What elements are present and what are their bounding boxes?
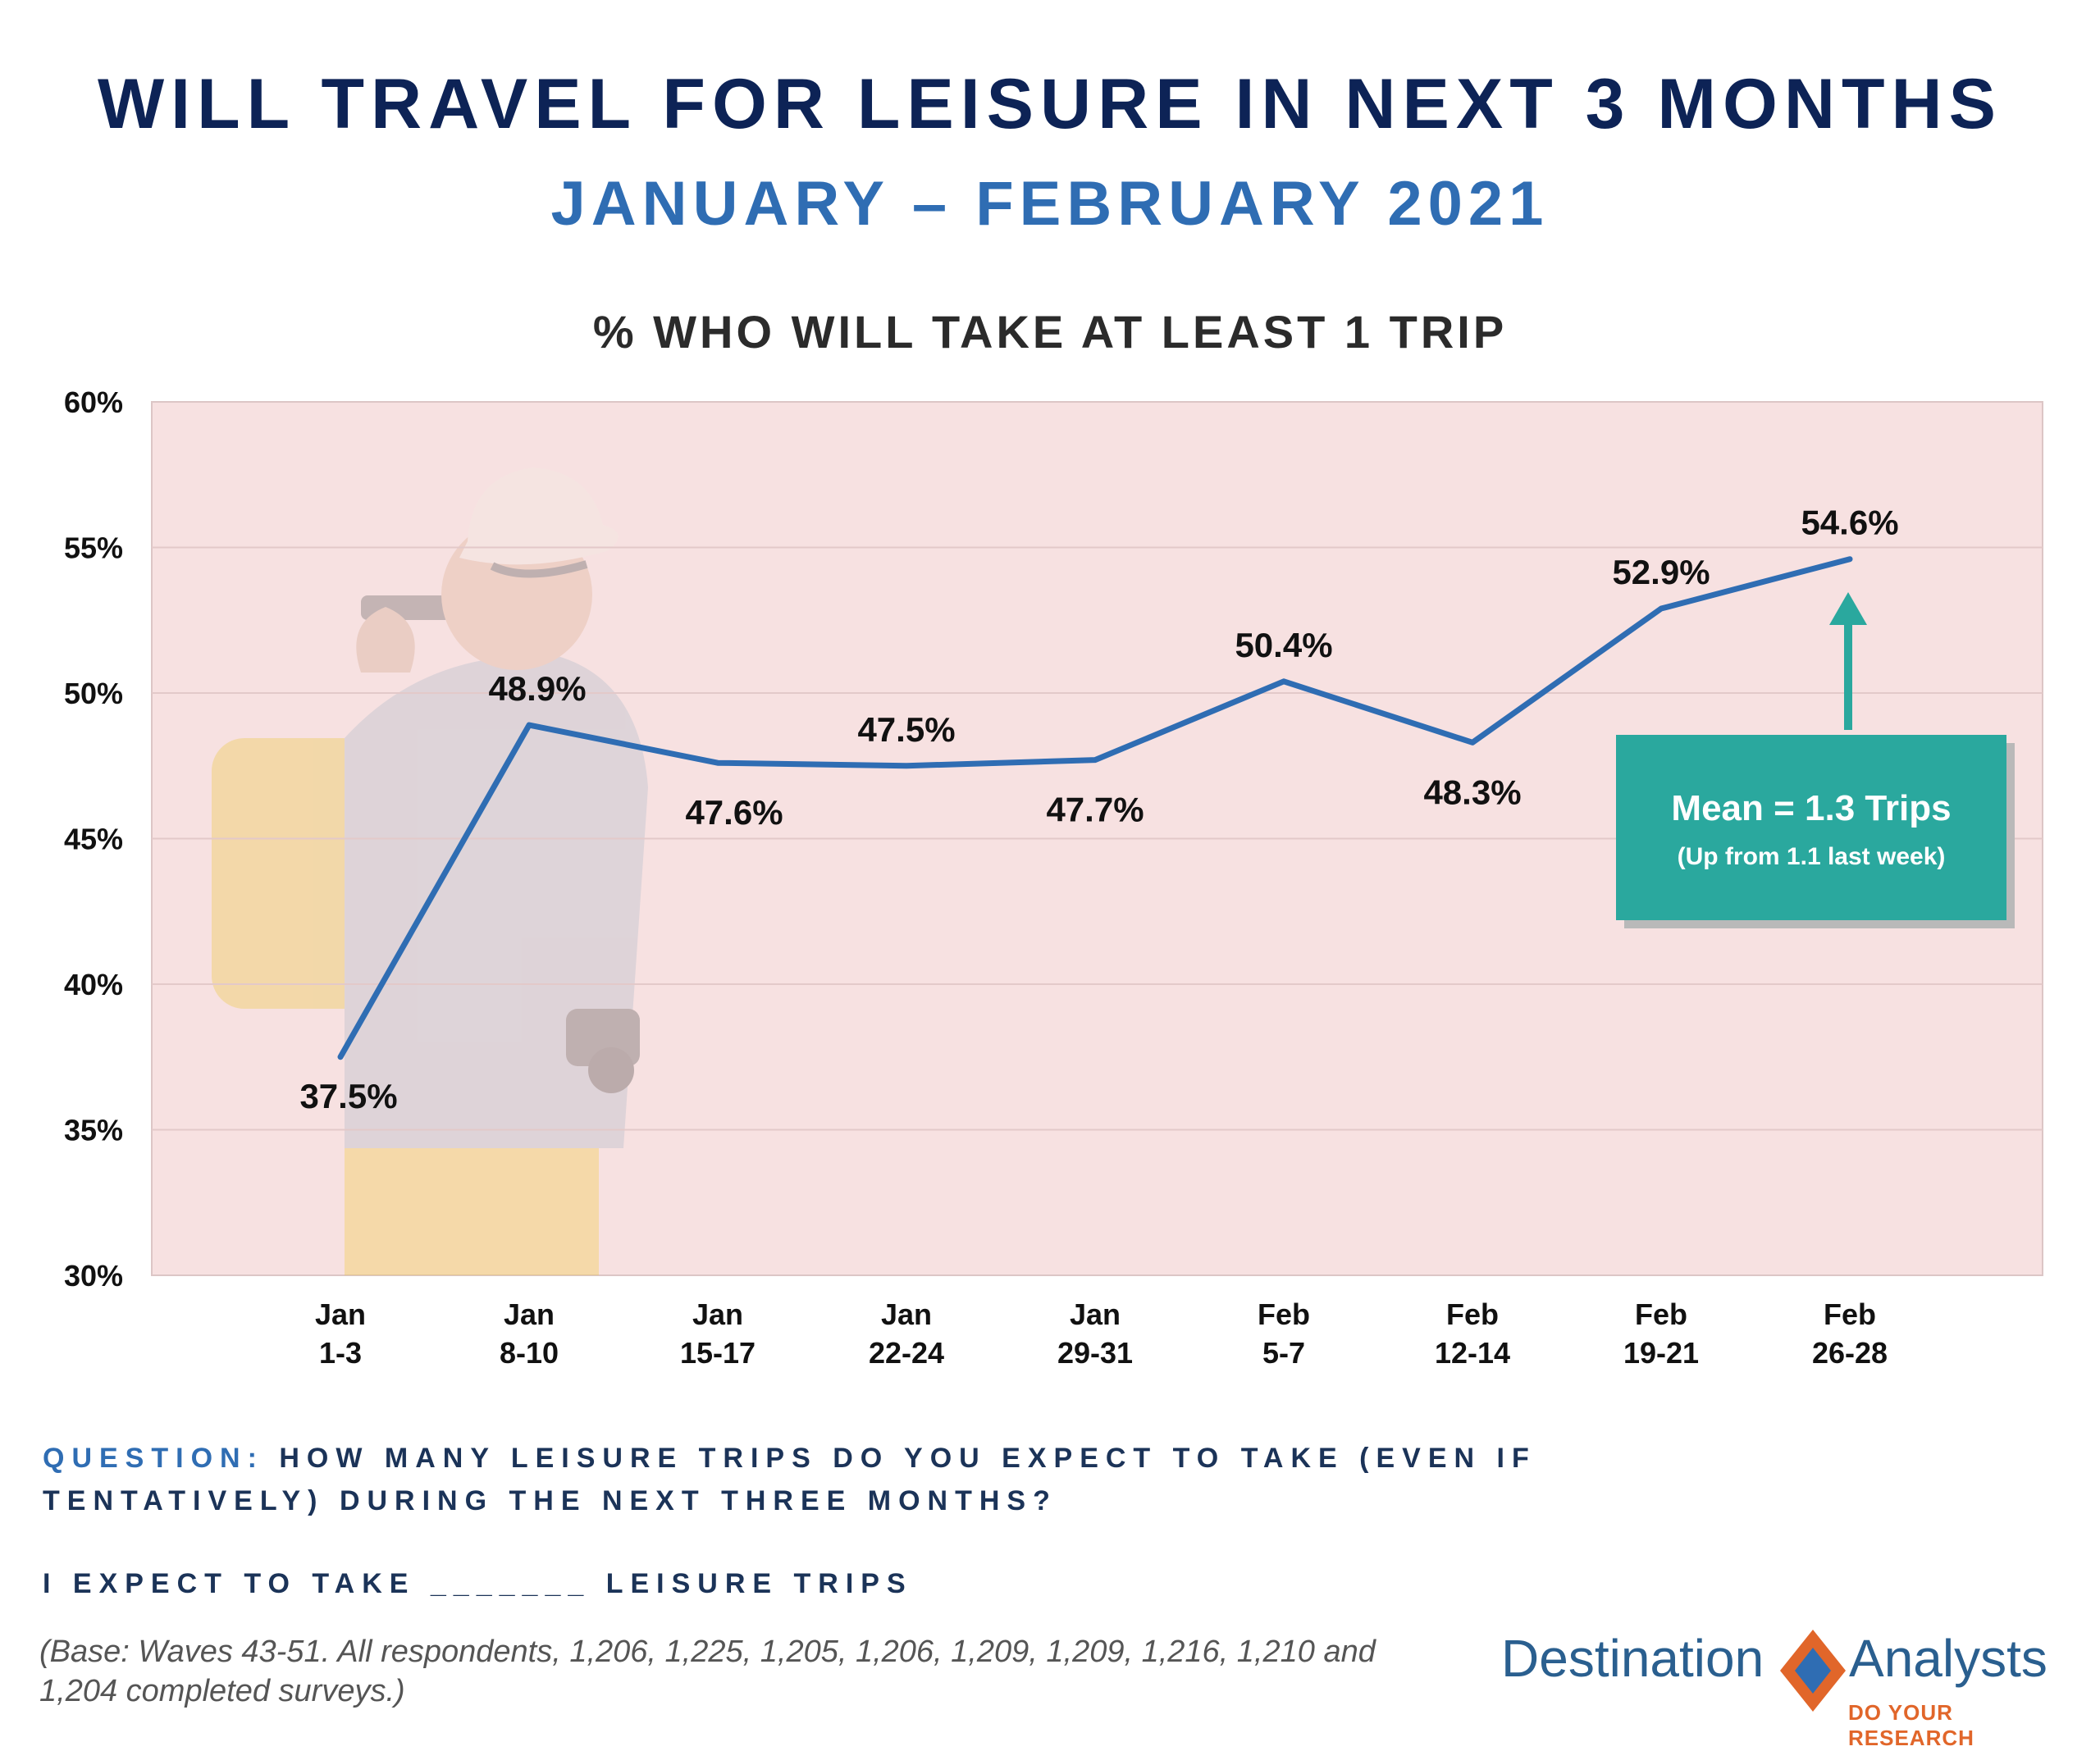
data-label: 52.9%: [1612, 553, 1710, 591]
logo-word-analysts: Analysts: [1849, 1629, 2048, 1688]
x-axis: Jan 1-3 Jan 8-10 Jan 15-17 Jan 22-24 Jan 29-31 Feb…: [315, 1297, 1888, 1370]
y-tick-label: 50%: [64, 677, 123, 710]
page-subtitle: JANUARY – FEBRUARY 2021: [550, 169, 1550, 239]
y-tick-label: 55%: [64, 531, 123, 565]
annotation-box: [1616, 735, 2006, 920]
response-prompt: I EXPECT TO TAKE _______ LEISURE TRIPS: [43, 1568, 913, 1599]
data-label: 47.5%: [857, 710, 955, 749]
chart-title: % WHO WILL TAKE AT LEAST 1 TRIP: [592, 306, 1508, 358]
y-tick-label: 40%: [64, 968, 123, 1001]
x-tick-label: 12-14: [1435, 1336, 1510, 1370]
x-tick-label: Jan: [881, 1297, 932, 1331]
data-label: 48.3%: [1423, 773, 1521, 811]
data-point: [1094, 759, 1096, 761]
data-point: [1472, 741, 1473, 744]
y-tick-label: 35%: [64, 1114, 123, 1147]
x-tick-label: Jan: [504, 1297, 555, 1331]
logo-tagline: DO YOUR RESEARCH: [1848, 1700, 1974, 1750]
data-point: [340, 1056, 341, 1058]
line-chart: 30% 35% 40% 45% 50% 55% 60% Jan 1-3 Jan 8-10 Jan 15…: [64, 385, 2043, 1370]
data-label: 54.6%: [1801, 504, 1898, 542]
data-point: [528, 724, 530, 727]
base-note: (Base: Waves 43-51. All respondents, 1,2…: [39, 1635, 1376, 1708]
x-tick-label: Feb: [1258, 1297, 1310, 1331]
y-tick-label: 45%: [64, 823, 123, 856]
x-tick-label: Feb: [1635, 1297, 1687, 1331]
data-point: [906, 764, 907, 767]
data-label: 37.5%: [299, 1077, 397, 1115]
data-point: [717, 762, 719, 764]
annotation-sub: (Up from 1.1 last week): [1678, 843, 1946, 870]
traveler-illustration: [212, 467, 648, 1275]
data-label: 50.4%: [1235, 626, 1332, 664]
x-tick-label: Jan: [692, 1297, 743, 1331]
data-point: [1283, 680, 1285, 682]
annotation: Mean = 1.3 Trips (Up from 1.1 last week): [1616, 592, 2015, 928]
x-tick-label: Jan: [315, 1297, 366, 1331]
y-tick-label: 60%: [64, 385, 123, 419]
data-point: [1660, 608, 1662, 610]
x-tick-label: 1-3: [319, 1336, 362, 1370]
data-labels: 37.5% 48.9% 47.6% 47.5% 47.7% 50.4% 48.3% 52.9%…: [299, 504, 1898, 1115]
annotation-main: Mean = 1.3 Trips: [1671, 788, 1951, 828]
x-tick-label: 29-31: [1057, 1336, 1133, 1370]
data-label: 48.9%: [488, 669, 586, 708]
x-tick-label: Jan: [1070, 1297, 1121, 1331]
logo-word-destination: Destination: [1501, 1629, 1764, 1688]
y-axis: 30% 35% 40% 45% 50% 55% 60%: [64, 385, 123, 1293]
x-tick-label: Feb: [1446, 1297, 1499, 1331]
diamond-logo-icon: [1780, 1630, 1846, 1712]
y-tick-label: 30%: [64, 1259, 123, 1293]
page-title: WILL TRAVEL FOR LEISURE IN NEXT 3 MONTHS: [98, 65, 2002, 144]
x-tick-label: Feb: [1824, 1297, 1876, 1331]
x-tick-label: 15-17: [680, 1336, 756, 1370]
data-label: 47.7%: [1046, 791, 1144, 829]
x-tick-label: 5-7: [1262, 1336, 1305, 1370]
arrow-head-icon: [1829, 592, 1867, 625]
question-label: QUESTION:: [43, 1443, 264, 1474]
x-tick-label: 22-24: [869, 1336, 944, 1370]
x-tick-label: 19-21: [1623, 1336, 1699, 1370]
x-tick-label: 8-10: [500, 1336, 559, 1370]
data-point: [1849, 558, 1851, 560]
brand-logo: Destination Analysts DO YOUR RESEARCH: [1501, 1628, 2075, 1750]
survey-question: QUESTION: HOW MANY LEISURE TRIPS DO YOU …: [43, 1437, 1765, 1522]
x-tick-label: 26-28: [1812, 1336, 1888, 1370]
question-text: HOW MANY LEISURE TRIPS DO YOU EXPECT TO …: [43, 1443, 1536, 1516]
data-label: 47.6%: [685, 793, 783, 832]
